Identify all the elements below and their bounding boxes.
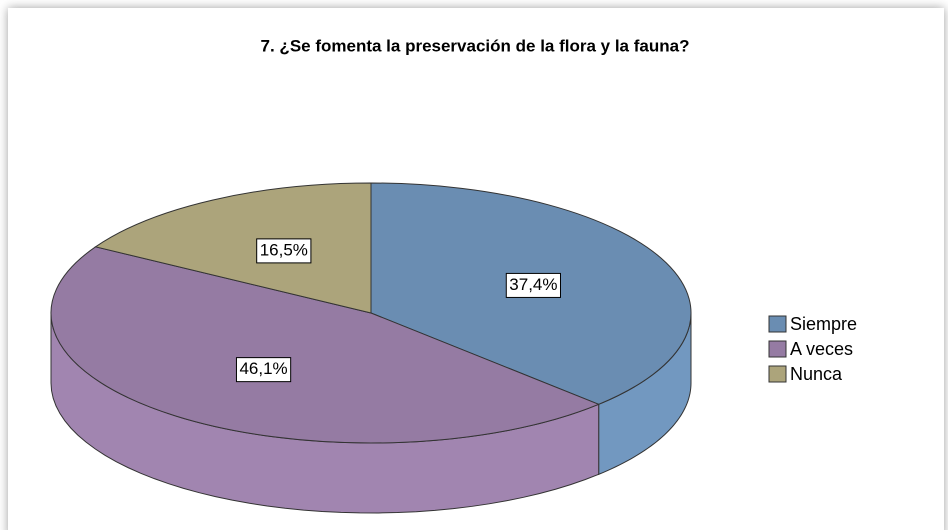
legend-swatch [768,315,787,333]
chart-title: 7. ¿Se fomenta la preservación de la flo… [261,36,690,55]
legend-swatch [768,340,787,358]
legend-label: Siempre [790,314,857,334]
data-label-box [256,238,312,264]
data-label-box [505,272,561,298]
slice [94,182,372,314]
legend: Siempre A veces Nunca [768,314,857,384]
legend-label: Nunca [790,364,843,384]
pie: 37,4% 46,1% 16,5% [50,182,692,514]
slice [50,246,601,444]
data-label: 16,5% [260,240,308,259]
data-label: 37,4% [509,275,557,294]
data-label: 46,1% [239,359,287,378]
legend-label: A veces [790,339,853,359]
legend-swatch [768,365,787,383]
data-label-box [235,357,292,383]
